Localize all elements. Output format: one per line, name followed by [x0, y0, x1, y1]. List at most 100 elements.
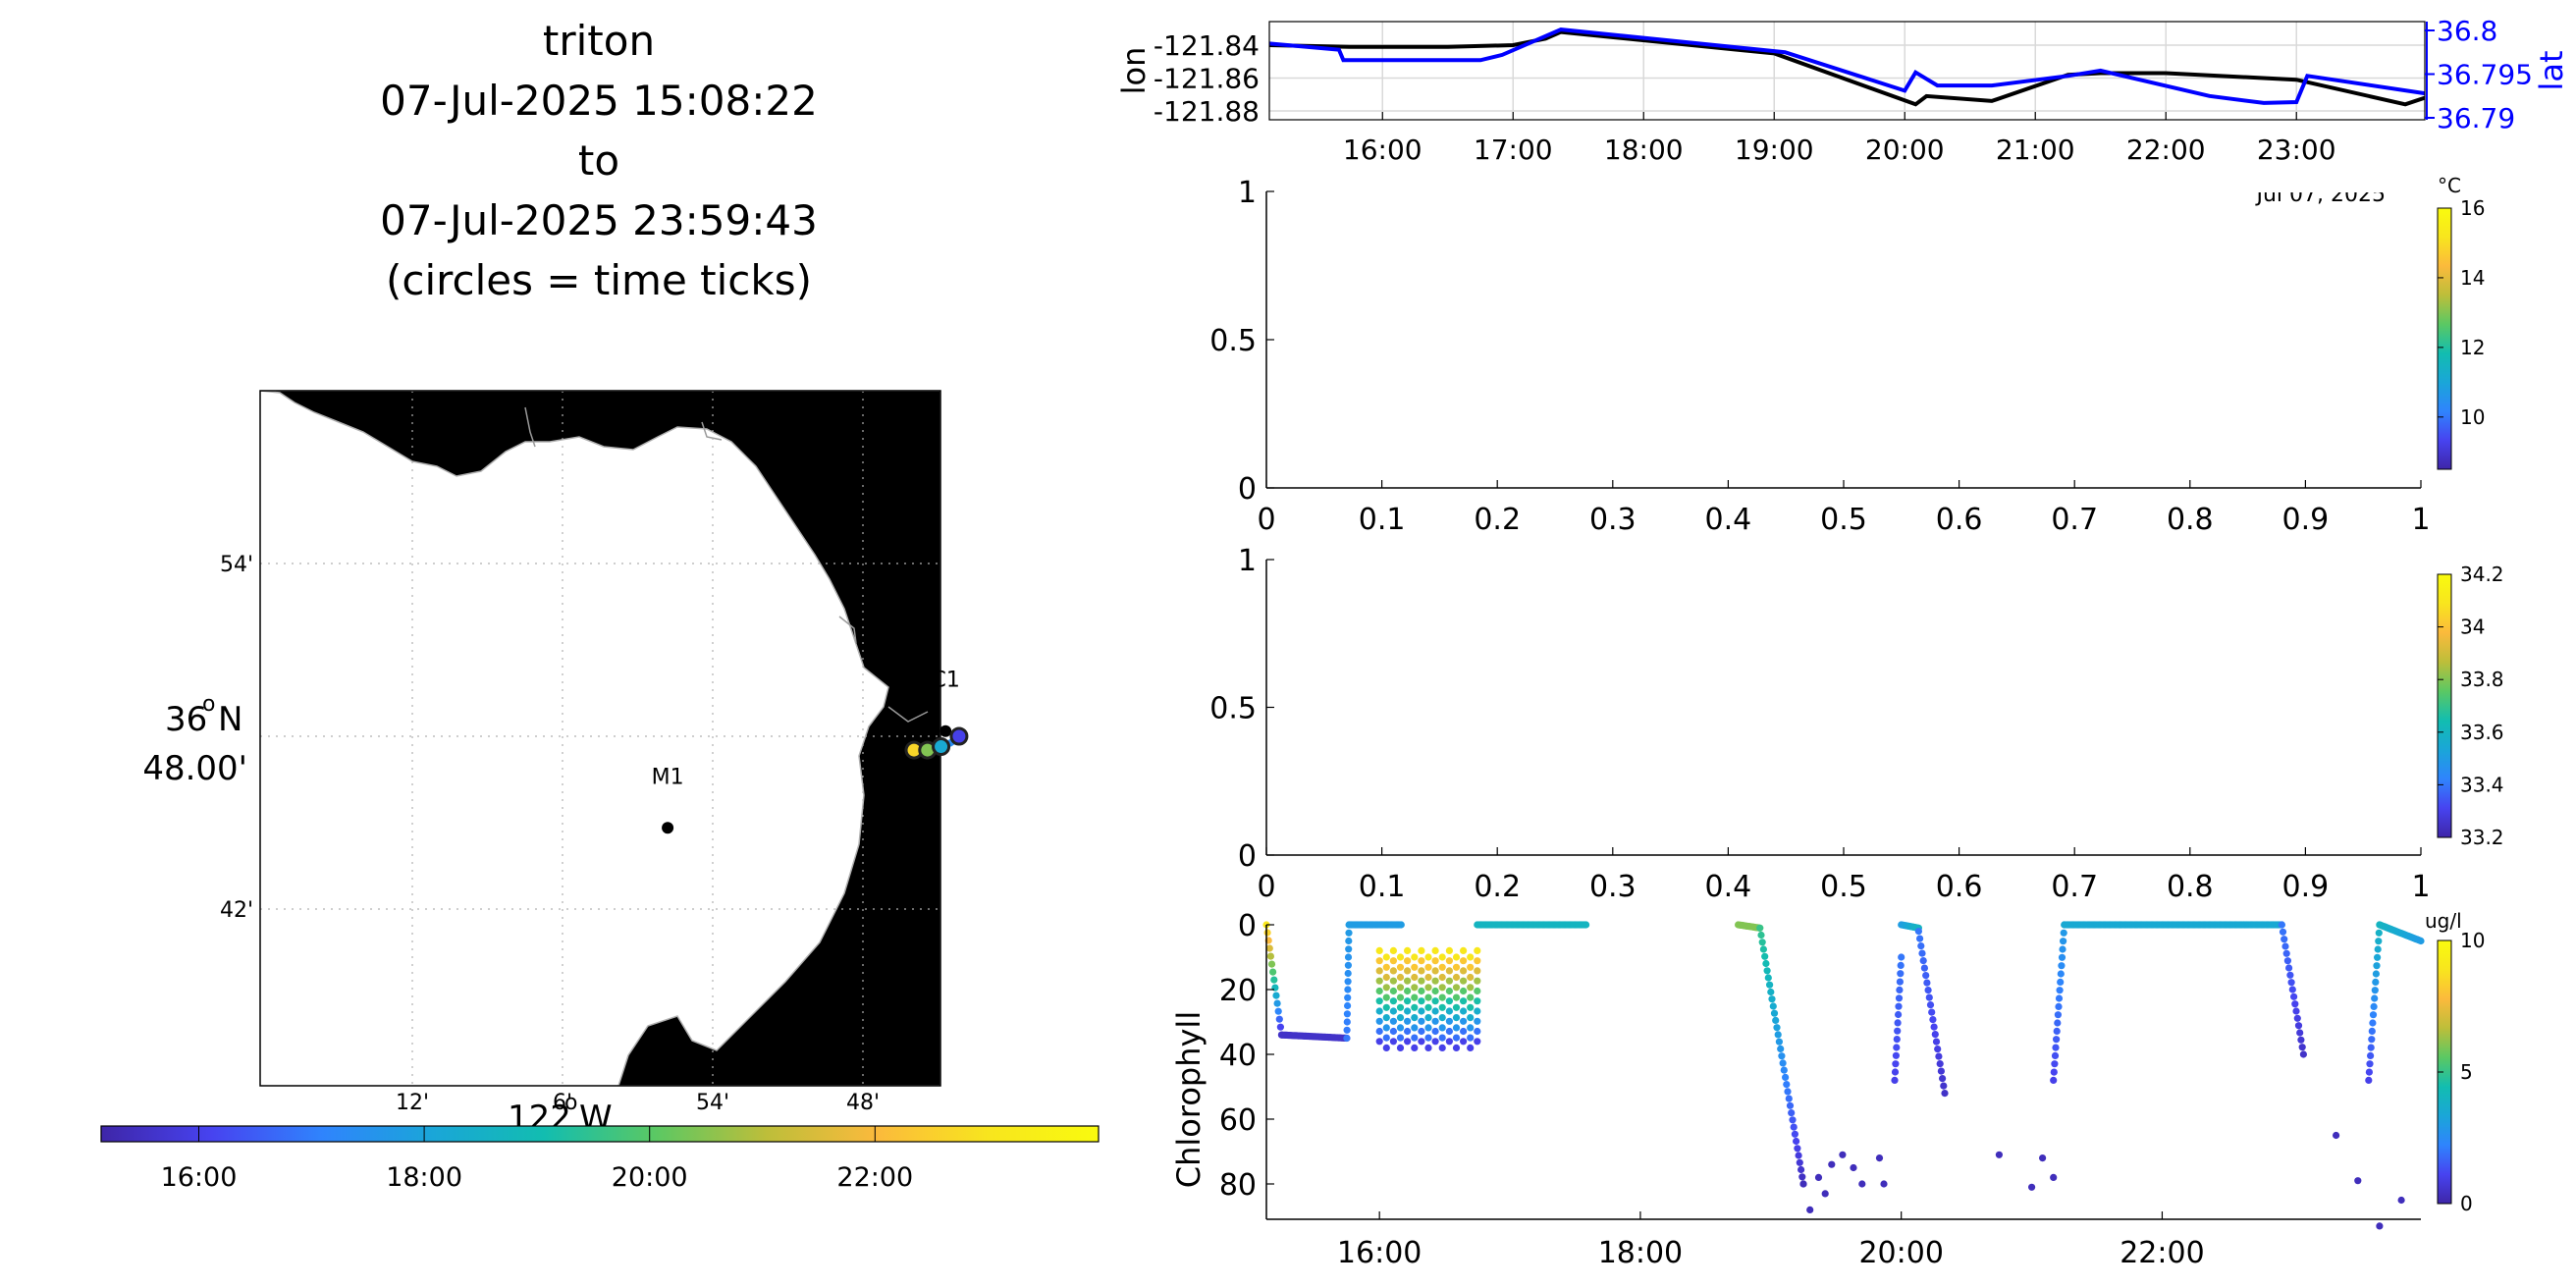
- chlorophyll-point: [1344, 1001, 1352, 1010]
- chlorophyll-point: [2290, 993, 2298, 1000]
- chlorophyll-point: [1898, 953, 1905, 961]
- chlorophyll-point: [1467, 993, 1475, 1001]
- chlorophyll-point: [1922, 972, 1930, 980]
- salinity-x-tick: 1: [2411, 870, 2430, 904]
- chlorophyll-point: [1445, 1027, 1453, 1036]
- salinity-x-tick: 0: [1257, 870, 1275, 904]
- chlorophyll-point: [1389, 1017, 1397, 1025]
- chlorophyll-point: [1474, 987, 1481, 995]
- chlorophyll-point: [2298, 1044, 2306, 1051]
- chlorophyll-point: [1445, 1038, 1453, 1046]
- lon-lat-timeseries: 16:00 17:00 18:00 19:00 20:00 21:00 22:00 23:00…: [1115, 15, 2570, 207]
- chlorophyll-point: [2054, 1011, 2062, 1019]
- chlorophyll-point: [2053, 1027, 2061, 1035]
- lonlat-frame: [1268, 21, 2426, 121]
- chlorophyll-point: [1424, 963, 1432, 971]
- chlorophyll-point: [2374, 945, 2382, 953]
- temperature-x-tick: 0.8: [2167, 503, 2214, 537]
- chlorophyll-point: [1438, 963, 1446, 971]
- chlorophyll-point: [2285, 964, 2293, 972]
- chlorophyll-point: [1265, 944, 1273, 952]
- chlorophyll-point: [2051, 1051, 2060, 1059]
- chlorophyll-point: [1445, 977, 1453, 985]
- chlorophyll-point: [1894, 1019, 1902, 1027]
- chlorophyll-point: [1920, 964, 1928, 972]
- temperature-x-tick: 0.7: [2051, 503, 2098, 537]
- chlorophyll-point: [1773, 1024, 1781, 1032]
- chlorophyll-point: [1474, 957, 1481, 965]
- temperature-x-tick: 0.5: [1820, 503, 1867, 537]
- chlorophyll-point: [1438, 1024, 1446, 1032]
- map-lon-tick: 6': [553, 1091, 572, 1115]
- chlorophyll-point: [1770, 1009, 1779, 1017]
- chlorophyll-point: [1764, 974, 1772, 982]
- map-tick-labels: 12' 6' 54' 48' 54' 42': [220, 553, 880, 1115]
- chlorophyll-point: [1424, 993, 1432, 1001]
- chlorophyll-y-tick: 80: [1219, 1168, 1257, 1203]
- colorbar-tick: 5: [2460, 1060, 2473, 1084]
- chlorophyll-point: [1761, 952, 1769, 960]
- chlorophyll-point: [1452, 1024, 1461, 1032]
- chlorophyll-point: [1790, 1123, 1798, 1131]
- chlorophyll-point: [2060, 929, 2067, 937]
- temperature-x-tick: 0.1: [1359, 503, 1406, 537]
- chlorophyll-point: [1460, 946, 1468, 955]
- chlorophyll-point: [1452, 1044, 1461, 1051]
- river: [701, 421, 723, 441]
- chlorophyll-point: [1769, 1002, 1777, 1010]
- chlorophyll-point: [1396, 973, 1405, 982]
- chlorophyll-point: [2278, 921, 2285, 929]
- chlorophyll-point: [1934, 1046, 1942, 1053]
- chlorophyll-point: [1431, 1038, 1439, 1046]
- chlorophyll-point: [1404, 1038, 1412, 1046]
- title-start: 07-Jul-2025 15:08:22: [380, 77, 818, 125]
- chlorophyll-point: [1424, 1034, 1432, 1042]
- chlorophyll-point: [1895, 994, 1904, 1002]
- chlorophyll-point: [1396, 993, 1405, 1001]
- chlorophyll-point: [1345, 945, 1353, 953]
- temperature-x-tick: 0.9: [2282, 503, 2330, 537]
- temperature-unit: °C: [2438, 174, 2461, 197]
- chlorophyll-point: [1396, 1034, 1405, 1042]
- lonlat-x-tick: 17:00: [1474, 134, 1553, 166]
- chlorophyll-point: [2291, 1000, 2299, 1008]
- lonlat-x-tick: 22:00: [2126, 134, 2206, 166]
- chlorophyll-point: [1895, 1002, 1903, 1010]
- chlorophyll-point: [1460, 987, 1468, 995]
- chlorophyll-point: [1445, 957, 1453, 965]
- chlorophyll-point: [2370, 1002, 2378, 1010]
- chlorophyll-point: [1418, 967, 1425, 975]
- chlorophyll-point: [2059, 945, 2066, 953]
- chlorophyll-point: [2057, 978, 2065, 987]
- chlorophyll-point: [1345, 937, 1353, 945]
- chlorophyll-point: [1772, 1016, 1780, 1024]
- chlorophyll-point: [1924, 987, 1932, 994]
- chlorophyll-point: [2397, 1196, 2405, 1205]
- chlorophyll-point: [1939, 1075, 1947, 1083]
- chlorophyll-point: [1424, 1014, 1432, 1022]
- lon-degree-symbol: o: [564, 1091, 577, 1115]
- chlorophyll-x-tick: 20:00: [1858, 1236, 1943, 1270]
- chlorophyll-point: [1263, 929, 1271, 937]
- salinity-colorbar-ticks: 34.2 34 33.8 33.6 33.4 33.2: [2438, 563, 2504, 849]
- chlorophyll-colorbar-ticks: 10 5 0: [2438, 929, 2485, 1215]
- chlorophyll-point: [1397, 921, 1405, 929]
- temperature-colorbar-ticks: 16 14 12 10: [2438, 196, 2485, 429]
- colorbar-tick: 0: [2460, 1192, 2473, 1215]
- chlorophyll-point: [1452, 963, 1461, 971]
- chlorophyll-point: [1940, 1082, 1948, 1090]
- chlorophyll-point: [1893, 1036, 1901, 1044]
- temperature-x-tick: 1: [2411, 503, 2430, 537]
- chlorophyll-point: [2371, 987, 2379, 994]
- chlorophyll-point: [1798, 1173, 1806, 1181]
- chlorophyll-point: [1266, 952, 1274, 960]
- salinity-colorbar: [2437, 573, 2452, 838]
- chlorophyll-point: [1344, 969, 1352, 978]
- chlorophyll-point: [1389, 1038, 1397, 1046]
- chlorophyll-point: [1926, 1001, 1935, 1009]
- colorbar-tick: 33.2: [2460, 826, 2504, 849]
- chlorophyll-point: [1891, 1076, 1899, 1084]
- chlorophyll-point: [2286, 971, 2294, 979]
- chlorophyll-point: [1794, 1145, 1801, 1153]
- chlorophyll-point: [2050, 1076, 2058, 1084]
